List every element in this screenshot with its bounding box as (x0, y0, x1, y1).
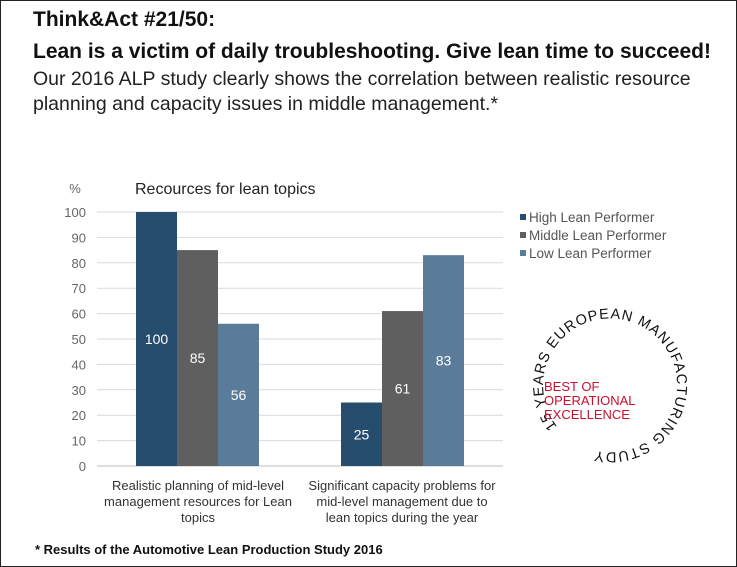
bar-data-label: 83 (436, 353, 452, 369)
y-tick-label: 40 (72, 357, 86, 372)
badge-line-3: EXCELLENCE (544, 407, 630, 422)
bar-middle-lean-performer (382, 311, 423, 466)
bar-low-lean-performer (423, 255, 464, 466)
y-tick-label: 10 (72, 434, 86, 449)
bar-data-label: 25 (354, 426, 370, 442)
badge-line-2: OPERATIONAL (544, 393, 636, 408)
bar-low-lean-performer (218, 323, 259, 466)
badge-tagline: BEST OF OPERATIONAL EXCELLENCE (544, 380, 636, 422)
series-title: Think&Act #21/50: (33, 8, 216, 31)
y-tick-label: 60 (72, 307, 86, 322)
y-tick-label: 50 (72, 332, 86, 347)
y-tick-label: 80 (72, 256, 86, 271)
legend-swatch (520, 250, 526, 256)
chart-title: Recources for lean topics (135, 181, 316, 198)
badge-line-1: BEST OF (544, 379, 600, 394)
category-label: topics (181, 510, 215, 525)
legend-entry: Middle Lean Performer (529, 228, 667, 243)
bar-data-label: 100 (145, 331, 169, 347)
category-label: lean topics during the year (326, 510, 479, 525)
y-tick-label: 90 (72, 230, 86, 245)
category-label: management resources for Lean (104, 494, 292, 509)
legend-entry: Low Lean Performer (529, 246, 652, 261)
legend-swatch (520, 232, 526, 238)
category-label: Significant capacity problems for (308, 478, 496, 493)
legend-swatch (520, 214, 526, 220)
bar-high-lean-performer (136, 212, 177, 466)
legend-entry: High Lean Performer (529, 210, 655, 225)
footnote: * Results of the Automotive Lean Product… (35, 542, 383, 557)
bar-high-lean-performer (341, 402, 382, 466)
bar-middle-lean-performer (177, 250, 218, 466)
headline: Lean is a victim of daily troubleshootin… (33, 40, 711, 63)
y-tick-label: 0 (79, 459, 86, 474)
y-axis-unit-label: % (69, 181, 81, 196)
intro-text: Our 2016 ALP study clearly shows the cor… (33, 68, 691, 115)
bar-data-label: 85 (190, 350, 206, 366)
y-tick-label: 100 (64, 205, 86, 220)
y-tick-label: 20 (72, 408, 86, 423)
y-tick-label: 30 (72, 383, 86, 398)
category-label: Realistic planning of mid-level (112, 478, 284, 493)
y-tick-label: 70 (72, 281, 86, 296)
bar-data-label: 61 (395, 381, 411, 397)
bar-data-label: 56 (231, 387, 247, 403)
category-label: mid-level management due to (316, 494, 487, 509)
